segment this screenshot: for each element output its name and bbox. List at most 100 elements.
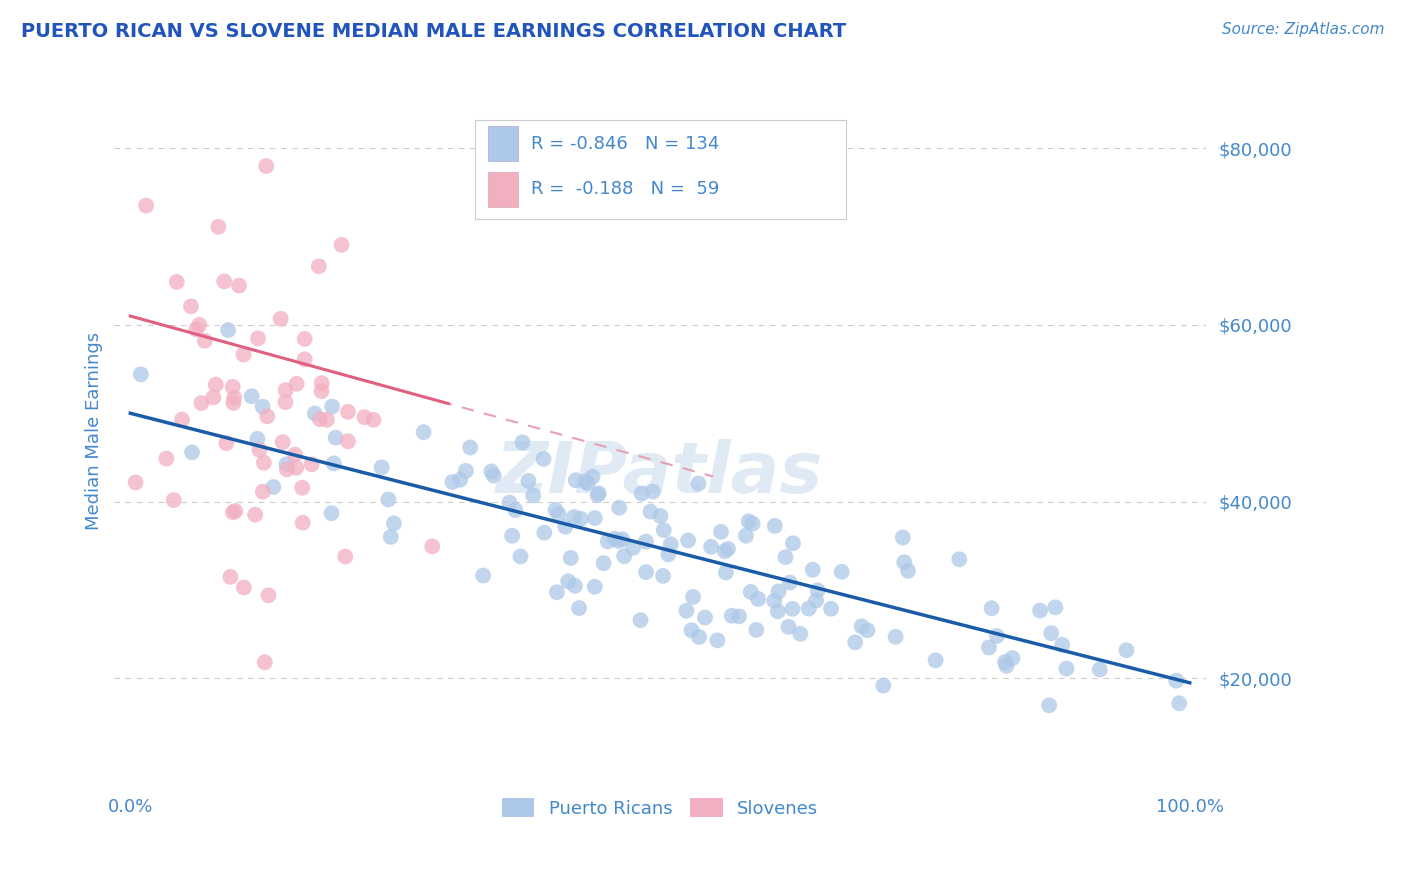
Point	[202, 391, 225, 405]
Point	[675, 604, 697, 618]
Point	[458, 441, 481, 455]
Point	[706, 633, 728, 648]
Point	[603, 532, 626, 546]
Point	[778, 620, 800, 634]
Point	[291, 516, 314, 530]
Point	[995, 658, 1018, 673]
Point	[688, 630, 710, 644]
Point	[321, 400, 343, 414]
Point	[630, 613, 652, 627]
Point	[547, 507, 569, 521]
Point	[1038, 698, 1060, 713]
Point	[262, 480, 284, 494]
Point	[449, 473, 471, 487]
Legend: Puerto Ricans, Slovenes: Puerto Ricans, Slovenes	[495, 791, 825, 825]
Point	[738, 514, 761, 528]
Point	[782, 602, 804, 616]
Point	[1050, 638, 1073, 652]
Point	[509, 549, 531, 564]
Point	[640, 505, 662, 519]
Point	[533, 525, 555, 540]
Point	[1001, 651, 1024, 665]
Text: ZIPatlas: ZIPatlas	[496, 439, 824, 508]
Point	[789, 627, 811, 641]
Point	[482, 468, 505, 483]
Point	[294, 352, 316, 367]
Point	[693, 610, 716, 624]
Point	[180, 299, 202, 313]
Point	[569, 512, 592, 526]
Point	[186, 322, 208, 336]
Point	[583, 580, 606, 594]
Point	[924, 653, 946, 667]
Point	[222, 505, 245, 519]
Point	[232, 348, 254, 362]
Point	[221, 380, 243, 394]
Point	[285, 460, 308, 475]
Point	[501, 529, 523, 543]
Point	[891, 531, 914, 545]
Point	[219, 570, 242, 584]
Point	[775, 550, 797, 565]
Point	[560, 551, 582, 566]
Point	[308, 412, 330, 426]
Point	[872, 679, 894, 693]
Point	[820, 601, 842, 615]
Point	[380, 530, 402, 544]
Text: R =  -0.188   N =  59: R = -0.188 N = 59	[531, 180, 720, 198]
Point	[720, 608, 742, 623]
Point	[311, 376, 333, 391]
Point	[779, 575, 801, 590]
Point	[1029, 604, 1052, 618]
FancyBboxPatch shape	[488, 126, 519, 161]
Point	[533, 451, 555, 466]
Point	[994, 655, 1017, 669]
Point	[612, 533, 634, 547]
Point	[505, 503, 527, 517]
Point	[741, 516, 763, 531]
Point	[228, 278, 250, 293]
Point	[544, 503, 567, 517]
Point	[207, 219, 229, 234]
Point	[581, 469, 603, 483]
Point	[980, 601, 1002, 615]
Point	[240, 389, 263, 403]
Point	[851, 619, 873, 633]
Point	[249, 442, 271, 457]
Point	[1115, 643, 1137, 657]
Point	[688, 476, 710, 491]
Point	[596, 534, 619, 549]
Point	[512, 435, 534, 450]
Point	[583, 511, 606, 525]
Point	[717, 541, 740, 556]
Point	[676, 533, 699, 548]
Point	[243, 508, 266, 522]
Point	[1088, 663, 1111, 677]
FancyBboxPatch shape	[488, 171, 519, 207]
Point	[301, 458, 323, 472]
Point	[129, 368, 152, 382]
Point	[308, 259, 330, 273]
Point	[893, 555, 915, 569]
Point	[897, 564, 920, 578]
Point	[745, 623, 768, 637]
Text: PUERTO RICAN VS SLOVENE MEDIAN MALE EARNINGS CORRELATION CHART: PUERTO RICAN VS SLOVENE MEDIAN MALE EARN…	[21, 22, 846, 41]
Point	[353, 410, 375, 425]
Point	[254, 159, 277, 173]
Point	[1168, 696, 1191, 710]
Point	[335, 549, 357, 564]
Point	[740, 585, 762, 599]
Point	[844, 635, 866, 649]
Point	[304, 407, 326, 421]
Point	[204, 377, 226, 392]
Point	[188, 318, 211, 332]
Point	[768, 584, 790, 599]
Point	[325, 431, 347, 445]
Point	[377, 492, 399, 507]
Point	[634, 534, 657, 549]
Point	[804, 593, 827, 607]
Point	[564, 579, 586, 593]
Point	[713, 544, 735, 558]
Point	[831, 565, 853, 579]
Point	[630, 486, 652, 500]
